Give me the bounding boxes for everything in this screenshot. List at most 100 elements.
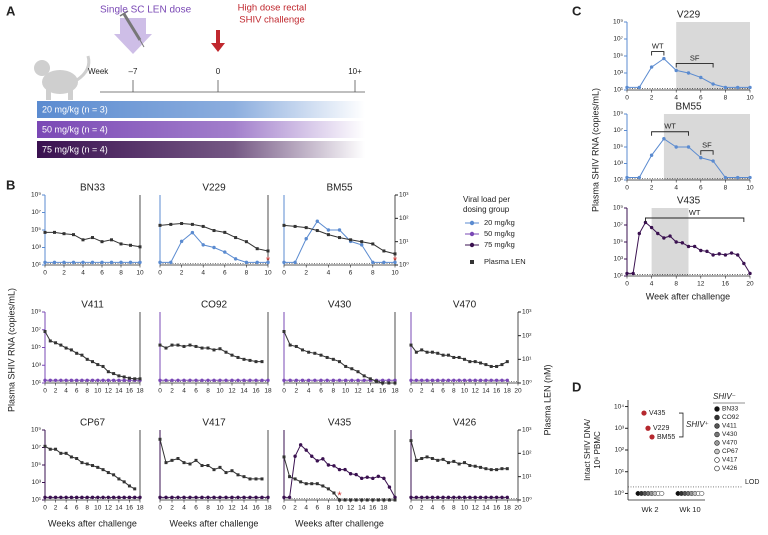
data-point: [662, 137, 666, 141]
data-point: [381, 381, 385, 385]
data-point: [138, 245, 142, 249]
x-tick-label: 20: [746, 281, 754, 288]
data-point: [365, 475, 369, 479]
x-tick-label: 6: [441, 388, 445, 395]
x-tick-label: 4: [201, 270, 205, 277]
data-point: [643, 220, 648, 225]
series-line: [44, 331, 140, 380]
data-point: [80, 353, 84, 357]
dose-bar-label: 50 mg/kg (n = 4): [42, 124, 108, 134]
y-tick-label: 10⁵: [31, 344, 41, 351]
x-tick-label: 2: [180, 270, 184, 277]
data-point: [260, 360, 264, 364]
x-tick-label: 6: [75, 505, 79, 512]
data-point: [96, 378, 100, 383]
timeline-tick-label: –7: [129, 67, 138, 76]
chart-title: V411: [81, 300, 104, 311]
x-tick-label: 18: [136, 505, 144, 512]
data-point: [294, 344, 298, 348]
data-point: [43, 378, 47, 383]
data-point: [387, 498, 391, 502]
data-point: [176, 457, 180, 461]
data-point: [158, 437, 162, 441]
x-tick-label: 18: [264, 388, 272, 395]
legend-marker: [714, 414, 720, 421]
data-point: [313, 378, 317, 383]
x-tick-label: 14: [240, 388, 248, 395]
data-point: [331, 378, 336, 383]
data-point: [242, 475, 246, 479]
series-line: [410, 344, 508, 367]
data-point: [288, 378, 292, 383]
data-point: [122, 375, 126, 379]
y-tick-label: 10¹: [32, 262, 42, 269]
shaded-region: [676, 22, 750, 90]
y2-tick-label: 10²: [522, 450, 532, 457]
x-tick-label: 10: [136, 270, 144, 277]
data-point: [409, 495, 413, 500]
data-point: [255, 247, 259, 251]
y-tick-label: 10¹: [32, 497, 42, 504]
data-point: [376, 498, 380, 502]
x-tick-label: 12: [697, 281, 705, 288]
legend-label: V426: [722, 465, 738, 472]
x-tick-label: 10: [746, 185, 754, 192]
x-tick-label: 16: [126, 505, 134, 512]
data-point: [430, 495, 435, 500]
data-point: [230, 469, 234, 473]
dose-bar-label: 75 mg/kg (n = 4): [42, 144, 108, 154]
data-point: [495, 364, 499, 368]
data-point: [293, 454, 297, 458]
x-tick-label: 0: [409, 505, 413, 512]
data-point: [170, 343, 174, 347]
bracket: [651, 131, 689, 136]
data-point: [699, 156, 703, 160]
x-tick-label: 8: [452, 505, 456, 512]
data-point: [360, 476, 364, 481]
data-point: [293, 224, 297, 228]
data-point: [425, 350, 429, 354]
data-point: [711, 159, 715, 163]
legend-title: dosing group: [463, 205, 510, 214]
legend-marker: [714, 448, 720, 455]
data-point: [452, 495, 456, 500]
data-point: [489, 378, 493, 383]
data-point: [206, 346, 210, 350]
x-tick-label: 18: [380, 505, 388, 512]
x-tick-label: 12: [347, 505, 355, 512]
data-point: [188, 495, 192, 500]
data-point: [387, 378, 391, 383]
chart-title: V229: [677, 10, 701, 21]
data-point: [293, 477, 297, 481]
data-point: [164, 461, 168, 465]
data-point: [457, 355, 461, 359]
data-point: [72, 233, 75, 237]
data-point: [430, 350, 434, 354]
data-point: [81, 260, 85, 265]
y-axis-title: Plasma SHIV RNA (copies/mL): [590, 88, 600, 212]
data-point: [331, 357, 335, 361]
data-point: [69, 378, 74, 383]
data-point: [375, 379, 378, 383]
data-point: [112, 473, 116, 477]
panel-label: C: [572, 3, 582, 18]
data-point: [674, 68, 678, 73]
x-tick-label: 10: [461, 505, 469, 512]
bracket-label: WT: [689, 208, 701, 217]
data-point: [631, 271, 635, 276]
x-tick-label: 0: [625, 95, 629, 102]
data-point: [446, 461, 450, 465]
x-axis-title: Week after challenge: [646, 291, 730, 301]
data-point: [368, 377, 372, 381]
data-point: [723, 253, 728, 257]
data-point: [106, 378, 111, 383]
data-point: [699, 75, 703, 80]
data-point: [59, 378, 63, 383]
data-point: [393, 260, 397, 265]
x-tick-label: 16: [722, 281, 730, 288]
data-point: [80, 461, 84, 465]
bracket: [700, 150, 714, 155]
x-tick-label: 10: [342, 388, 350, 395]
x-tick-label: 2: [293, 505, 297, 512]
data-point: [380, 378, 385, 383]
